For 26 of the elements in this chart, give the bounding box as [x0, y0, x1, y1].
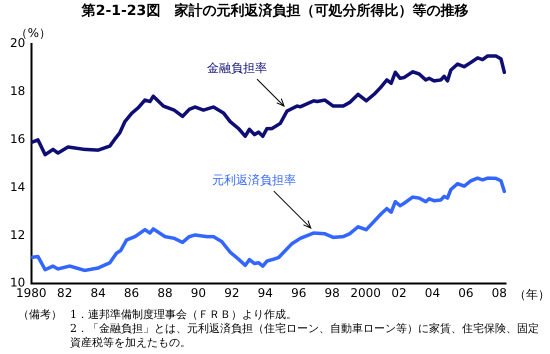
y-tick-label: 16 — [10, 132, 26, 146]
x-tick-label: 90 — [190, 286, 206, 300]
y-tick-label: 14 — [10, 180, 26, 194]
chart-title: 第2-1-23図 家計の元利返済負担（可処分所得比）等の推移 — [80, 2, 470, 20]
x-axis-title: （年） — [514, 288, 550, 302]
x-tick-label: 98 — [324, 286, 340, 300]
x-tick-label: 88 — [157, 286, 173, 300]
text: （備考） — [18, 308, 63, 323]
x-tick-label: 92 — [224, 286, 240, 300]
x-tick-label: 1980 — [16, 286, 47, 300]
y-tick-label: 18 — [10, 84, 26, 98]
y-tick-label: 12 — [10, 228, 26, 242]
x-tick-label: 02 — [391, 286, 407, 300]
x-tick-label: 82 — [57, 286, 72, 300]
text: 1．連邦準備制度理事会（ＦＲＢ）より作成。 — [70, 308, 298, 322]
x-tick-label: 94 — [258, 286, 273, 300]
x-tick-label: 04 — [424, 286, 440, 300]
x-tick-label: 86 — [124, 286, 140, 300]
text: 元利返済負担率 — [212, 173, 296, 188]
text: 金融負担率 — [207, 61, 268, 76]
x-tick-label: 06 — [458, 286, 474, 300]
x-tick-label: 08 — [492, 286, 507, 300]
x-tick-label: 84 — [90, 286, 106, 300]
text: 2．「金融負担」とは、元利返済負担（住宅ローン、自動車ローン等）に家賃、住宅保険、固定資産税等を加えたもの。 — [70, 322, 540, 350]
x-tick-label: 2000 — [350, 286, 381, 300]
x-tick-label: 96 — [291, 286, 306, 300]
